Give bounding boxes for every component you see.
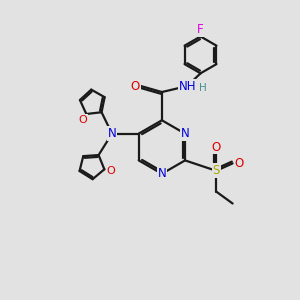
Text: N: N	[181, 127, 189, 140]
Text: N: N	[108, 127, 116, 140]
Text: O: O	[235, 157, 244, 170]
Text: S: S	[213, 164, 220, 177]
Text: O: O	[79, 115, 88, 125]
Text: O: O	[212, 140, 221, 154]
Text: O: O	[106, 166, 115, 176]
Text: NH: NH	[178, 80, 196, 93]
Text: O: O	[130, 80, 140, 93]
Text: N: N	[158, 167, 166, 180]
Text: H: H	[199, 82, 206, 93]
Text: F: F	[197, 23, 204, 36]
